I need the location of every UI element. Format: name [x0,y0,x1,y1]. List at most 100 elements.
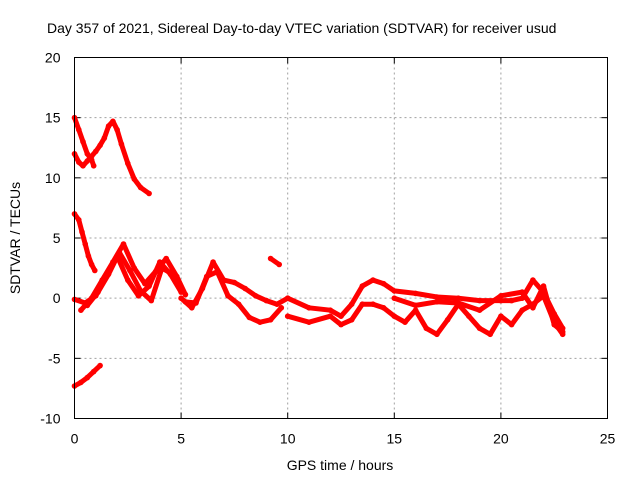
plot-frame [74,57,608,419]
series-trace-b [72,118,152,196]
data-point [235,301,242,308]
data-point [231,279,238,286]
data-point [148,297,155,304]
data-point [434,299,440,305]
data-point [146,283,152,289]
data-point [76,217,82,223]
data-point [159,265,165,271]
data-point [466,313,472,320]
data-point [348,317,355,323]
data-point [306,319,312,326]
data-point [135,293,142,299]
data-point [348,301,355,308]
data-point [84,302,91,309]
x-axis-label: GPS time / hours [287,457,394,473]
data-point [276,261,283,268]
data-point [90,163,97,169]
data-point [284,313,291,320]
data-point [391,295,398,302]
data-point [95,289,101,295]
data-point [559,329,566,335]
data-point [116,249,123,256]
data-point [402,319,408,326]
data-point [178,295,184,302]
data-point [88,153,95,159]
data-point [530,305,536,311]
data-point [267,255,274,262]
data-point [131,176,137,182]
data-point [193,300,199,306]
x-tick-labels: 0 5 10 15 20 25 [71,431,616,447]
data-point [530,277,536,283]
data-point [79,229,85,235]
data-point [444,317,451,323]
y-tick-label: -10 [40,411,60,427]
data-point [118,141,125,147]
data-point [182,291,189,298]
x-tick-label: 25 [600,431,616,447]
data-point [182,299,189,305]
data-point [152,268,159,275]
data-point [84,374,91,381]
data-point [78,379,84,386]
series-layer [71,114,566,389]
data-point [274,301,280,308]
data-point [203,273,210,280]
data-point [370,277,376,283]
data-point [257,319,263,326]
y-tick-labels: -10 -5 0 5 10 15 20 [40,50,60,427]
data-point [127,267,133,274]
data-point [210,259,216,265]
data-point [519,307,525,314]
data-point [92,267,98,274]
data-point [214,268,221,275]
data-point [519,289,525,295]
data-point [498,313,504,320]
data-point [423,325,430,332]
data-point [540,283,547,289]
grid-lines [74,57,608,419]
data-point [189,305,195,311]
y-tick-label: -5 [48,350,61,366]
data-point [225,293,231,299]
data-point [338,313,344,320]
x-tick-label: 15 [387,431,403,447]
data-point [487,331,494,338]
data-point [391,313,398,320]
data-point [434,294,440,300]
data-point [476,307,483,314]
data-point [508,321,515,328]
data-point [78,307,84,314]
chart-title: Day 357 of 2021, Sidereal Day-to-day VTE… [47,20,556,36]
data-point [327,307,334,314]
y-axis-label: SDTVAR / TECUs [7,182,23,294]
data-point [455,295,462,302]
data-point [412,290,419,297]
series-trace-g [84,249,184,308]
data-point [84,151,91,157]
data-point [476,297,483,304]
data-point [125,160,131,167]
x-tick-label: 20 [493,431,509,447]
x-tick-label: 0 [71,431,79,447]
data-point [137,288,144,294]
data-point [120,241,127,247]
data-point [455,300,462,306]
data-point [178,285,184,292]
data-point [359,283,366,289]
data-point [84,158,91,164]
data-point [163,255,169,262]
data-point [327,313,334,320]
data-point [252,293,259,299]
data-point [412,302,419,309]
data-point [101,135,108,141]
data-point [105,123,112,129]
data-point [284,295,291,302]
data-point [105,271,112,277]
data-point [242,285,248,292]
data-point [82,241,88,247]
data-point [80,163,86,169]
data-point [80,138,86,145]
data-point [142,280,148,287]
